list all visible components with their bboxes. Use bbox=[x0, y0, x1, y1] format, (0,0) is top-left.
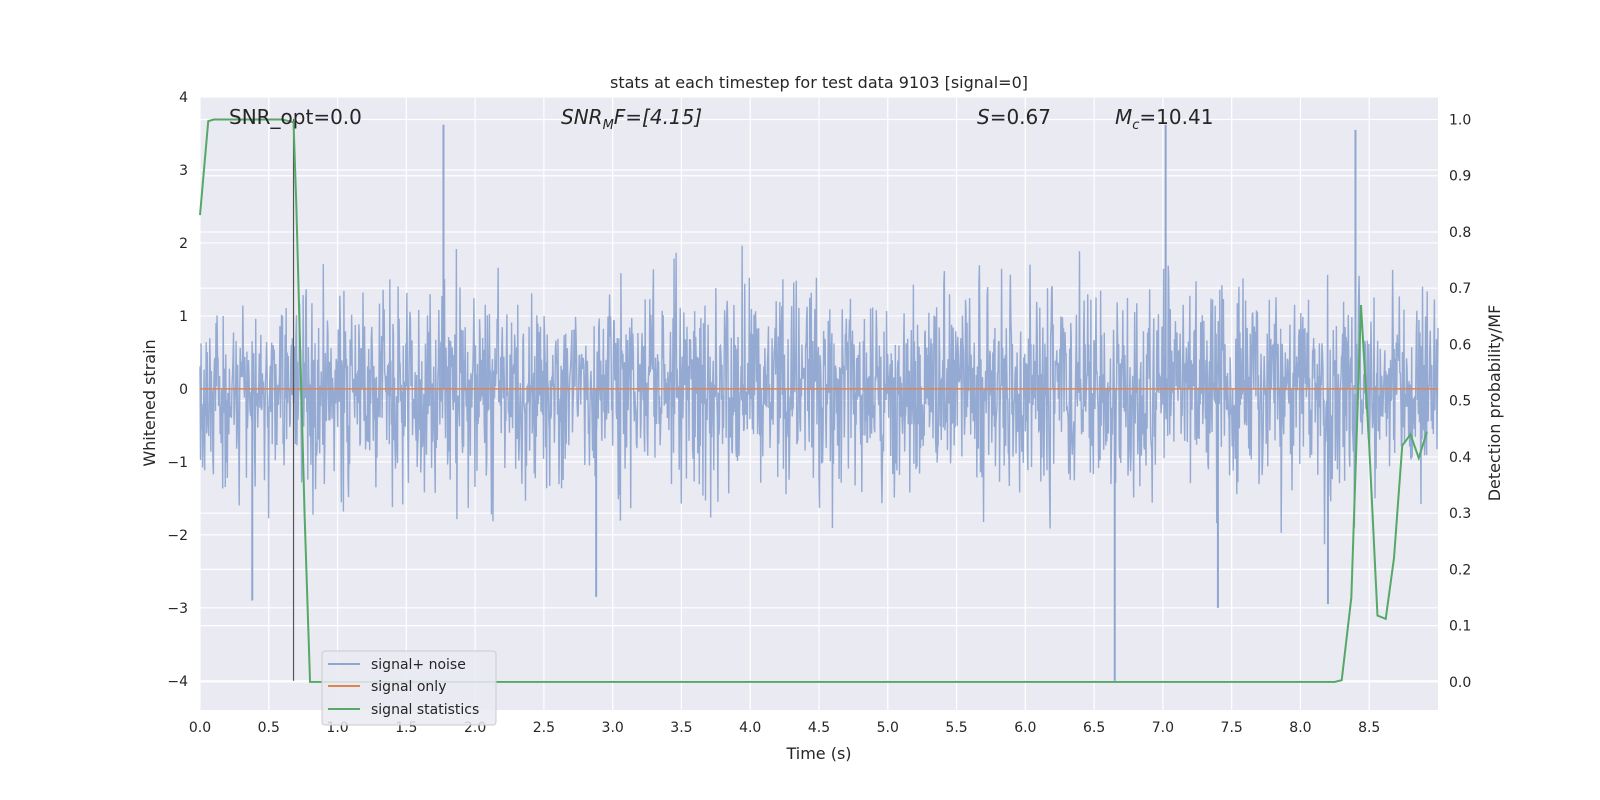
x-tick-label: 5.0 bbox=[877, 720, 899, 736]
x-tick-label: 6.5 bbox=[1083, 720, 1105, 736]
x-tick-label: 0.0 bbox=[189, 720, 211, 736]
annotation-mc: Mc=10.41 bbox=[1115, 105, 1213, 133]
y-left-tick-label: 2 bbox=[179, 236, 188, 252]
y-right-tick-labels: 1.0 0.9 0.8 0.7 0.6 0.5 0.4 0.3 0.2 0.1 0.0 bbox=[1449, 112, 1471, 690]
y-left-tick-label: 0 bbox=[179, 382, 188, 398]
legend-box bbox=[321, 650, 497, 726]
x-tick-label: 8.0 bbox=[1289, 720, 1311, 736]
annotation-s-symbol: S bbox=[977, 105, 990, 129]
signal-statistics-line bbox=[199, 118, 1428, 683]
x-tick-label: 7.0 bbox=[1152, 720, 1174, 736]
annotation-snr-mf-value: F=[4.15] bbox=[614, 105, 702, 129]
x-tick-label: 6.0 bbox=[1014, 720, 1036, 736]
legend-label-signal-plus-noise: signal+ noise bbox=[371, 657, 466, 673]
y-left-tick-label: 4 bbox=[179, 90, 188, 106]
y-right-tick-label: 0.8 bbox=[1449, 225, 1471, 241]
series-signal-statistics bbox=[199, 118, 1428, 683]
y-left-tick-label: 3 bbox=[179, 163, 188, 179]
x-axis-label: Time (s) bbox=[785, 744, 851, 763]
annotation-mc-subscript: c bbox=[1132, 118, 1139, 133]
y-left-tick-labels: 4 3 2 1 0 −1 −2 −3 −4 bbox=[167, 90, 188, 690]
x-tick-label: 7.5 bbox=[1221, 720, 1243, 736]
y-right-tick-label: 0.5 bbox=[1449, 394, 1471, 410]
legend: signal+ noise signal only signal statist… bbox=[321, 650, 497, 726]
chart-title: stats at each timestep for test data 910… bbox=[610, 73, 1028, 92]
y-right-tick-label: 0.7 bbox=[1449, 281, 1471, 297]
x-tick-label: 4.5 bbox=[808, 720, 830, 736]
y-right-axis-label: Detection probability/MF bbox=[1485, 305, 1504, 502]
y-right-tick-label: 0.1 bbox=[1449, 619, 1471, 635]
annotation-s: S=0.67 bbox=[977, 105, 1051, 129]
x-tick-label: 2.5 bbox=[533, 720, 555, 736]
annotation-mc-value: =10.41 bbox=[1139, 105, 1213, 129]
y-right-tick-label: 0.9 bbox=[1449, 169, 1471, 185]
x-tick-label: 3.0 bbox=[602, 720, 624, 736]
annotation-snr-mf-subscript: M bbox=[603, 118, 614, 133]
legend-label-signal-statistics: signal statistics bbox=[371, 702, 479, 718]
x-tick-label: 3.5 bbox=[670, 720, 692, 736]
signal-plus-noise-line bbox=[199, 245, 1439, 545]
y-right-tick-label: 0.6 bbox=[1449, 337, 1471, 353]
annotation-snr-mf-symbol: SNR bbox=[561, 105, 603, 129]
annotation-mc-symbol: M bbox=[1115, 105, 1132, 129]
y-right-tick-label: 0.2 bbox=[1449, 562, 1471, 578]
y-right-tick-label: 1.0 bbox=[1449, 112, 1471, 128]
x-tick-label: 8.5 bbox=[1358, 720, 1380, 736]
x-tick-label: 0.5 bbox=[258, 720, 280, 736]
y-left-tick-label: −1 bbox=[167, 455, 188, 471]
y-left-axis-label: Whitened strain bbox=[140, 339, 159, 466]
series-signal-plus-noise bbox=[199, 124, 1439, 681]
annotation-snr-opt: SNR_opt=0.0 bbox=[229, 105, 362, 129]
y-right-tick-label: 0.4 bbox=[1449, 450, 1471, 466]
annotation-snr-mf: SNRMF=[4.15] bbox=[561, 105, 702, 133]
y-left-tick-label: −4 bbox=[167, 674, 188, 690]
annotation-s-value: =0.67 bbox=[990, 105, 1051, 129]
x-tick-label: 4.0 bbox=[739, 720, 761, 736]
legend-label-signal-only: signal only bbox=[371, 679, 446, 695]
y-left-tick-label: −2 bbox=[167, 528, 188, 544]
y-right-tick-label: 0.3 bbox=[1449, 506, 1471, 522]
y-left-tick-label: 1 bbox=[179, 309, 188, 325]
x-tick-label: 5.5 bbox=[945, 720, 967, 736]
y-right-tick-label: 0.0 bbox=[1449, 675, 1471, 691]
y-left-tick-label: −3 bbox=[167, 601, 188, 617]
